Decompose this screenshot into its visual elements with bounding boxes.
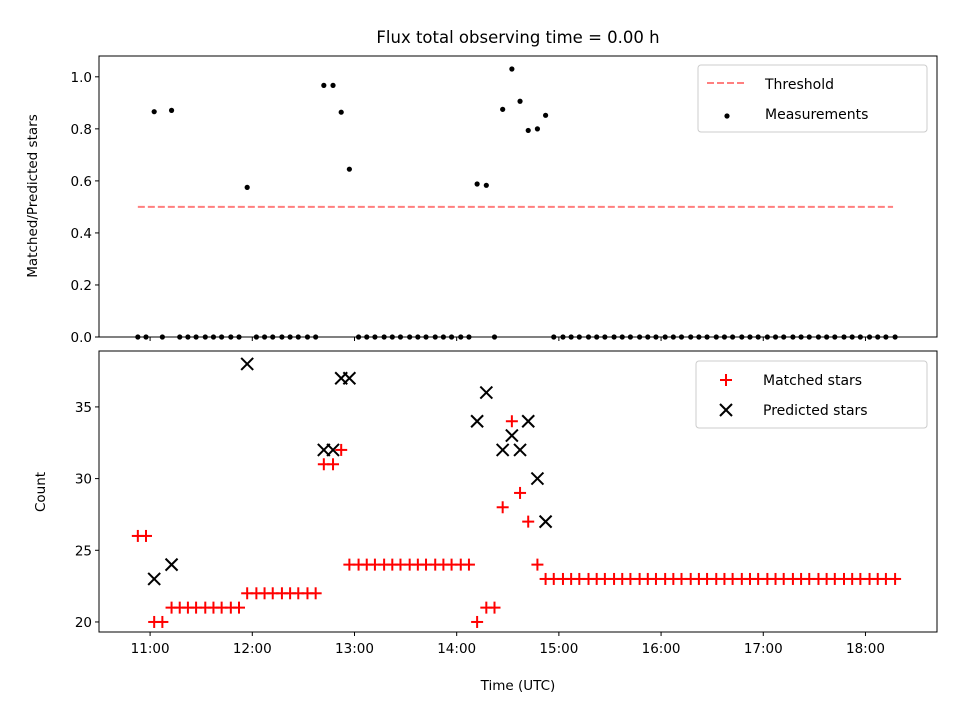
- matched-star-point: [496, 501, 509, 514]
- matched-star-point: [327, 458, 340, 471]
- top-y-tick-label: 0.0: [71, 330, 92, 346]
- predicted-star-point: [530, 471, 545, 486]
- predicted-star-point-b: [470, 414, 484, 428]
- matched-legend-swatch: [720, 374, 732, 386]
- bottom-y-axis-label: Count: [33, 472, 49, 512]
- predicted-star-point-b: [326, 443, 340, 457]
- measurement-point: [168, 107, 175, 113]
- top-chart-title: Flux total observing time = 0.00 h: [376, 28, 659, 47]
- measurement-point: [509, 66, 515, 72]
- predicted-star-point-b: [505, 428, 519, 443]
- matched-star-point: [889, 572, 902, 585]
- matched-star-point: [522, 515, 535, 528]
- predicted-star-point-b: [521, 414, 535, 428]
- predicted-legend-label: Predicted stars: [763, 403, 868, 419]
- top-axes: 0.0 0.2 0.4 0.6 0.8 1.0: [71, 55, 938, 346]
- bottom-x-tick-label: 15:00: [539, 641, 578, 657]
- matched-star-point: [140, 529, 153, 542]
- predicted-star-point: [538, 514, 553, 529]
- predicted-star-point-b: [495, 443, 510, 457]
- predicted-star-point: [521, 414, 535, 428]
- predicted-star-point: [326, 443, 340, 457]
- matched-star-point: [233, 601, 246, 614]
- measurement-point: [338, 109, 344, 115]
- matched-legend-label: Matched stars: [763, 373, 862, 389]
- predicted-star-point: [479, 385, 494, 400]
- top-legend: Threshold Measurements: [697, 64, 928, 133]
- top-y-tick-label: 0.4: [71, 226, 92, 242]
- bottom-y-tick-label: 20: [75, 615, 92, 631]
- matched-star-point: [514, 486, 527, 499]
- measurement-point: [321, 82, 327, 89]
- matched-star-point: [335, 443, 348, 456]
- measurement-point: [474, 181, 480, 187]
- top-y-tick-label: 0.2: [71, 278, 92, 294]
- threshold-legend-label: Threshold: [764, 77, 834, 93]
- matched-star-point: [505, 415, 518, 428]
- predicted-star-point-b: [513, 443, 527, 457]
- bottom-legend: Matched stars Predicted stars: [695, 360, 928, 429]
- predicted-star-point-b: [147, 572, 161, 586]
- top-y-tick-label: 0.8: [71, 122, 92, 138]
- predicted-star-point: [470, 414, 484, 428]
- measurement-point: [534, 126, 541, 132]
- measurements-legend-label: Measurements: [765, 107, 868, 123]
- measurement-point: [330, 82, 336, 89]
- predicted-legend-swatch: [719, 403, 733, 417]
- matched-star-point: [462, 558, 475, 571]
- matched-star-point: [488, 601, 501, 614]
- predicted-star-point-b: [479, 385, 494, 400]
- matched-star-point: [156, 615, 169, 628]
- matched-star-point: [471, 615, 484, 628]
- matched-star-point: [531, 558, 544, 571]
- top-y-axis-label: Matched/Predicted stars: [25, 114, 41, 277]
- measurement-point: [151, 109, 157, 115]
- predicted-star-point-b: [240, 357, 254, 371]
- bottom-plot-frame: [98, 350, 938, 633]
- bottom-x-tick-label: 14:00: [437, 641, 476, 657]
- bottom-y-tick-label: 35: [75, 400, 92, 416]
- measurement-point: [542, 112, 549, 118]
- x-axis-label: Time (UTC): [480, 678, 556, 694]
- measurement-point: [525, 127, 531, 134]
- top-plot-frame: [98, 55, 938, 338]
- predicted-star-point: [342, 371, 357, 385]
- predicted-star-point-b: [530, 471, 545, 486]
- bottom-x-tick-label: 17:00: [744, 641, 783, 657]
- predicted-star-point: [147, 572, 161, 586]
- bottom-x-tick-label: 11:00: [131, 641, 170, 657]
- top-legend-box: [697, 64, 928, 133]
- bottom-y-tick-label: 25: [75, 543, 92, 559]
- predicted-star-point: [495, 443, 510, 457]
- measurement-point: [483, 182, 489, 188]
- bottom-x-tick-label: 16:00: [642, 641, 681, 657]
- bottom-x-tick-label: 18:00: [846, 641, 885, 657]
- predicted-star-point-b: [538, 514, 553, 529]
- predicted-star-point: [164, 557, 179, 572]
- measurement-point: [244, 184, 250, 190]
- bottom-legend-box: [695, 360, 928, 429]
- measurement-point: [346, 166, 352, 172]
- matched-star-point: [309, 587, 322, 600]
- measurement-point: [517, 98, 523, 104]
- top-y-tick-label: 0.6: [71, 174, 92, 190]
- predicted-star-point-b: [164, 557, 179, 572]
- predicted-star-point-b: [342, 371, 357, 385]
- predicted-star-point: [240, 357, 254, 371]
- bottom-x-tick-label: 12:00: [233, 641, 272, 657]
- bottom-x-tick-label: 13:00: [335, 641, 374, 657]
- measurements-legend-swatch: [724, 113, 730, 119]
- measurement-point: [500, 106, 506, 112]
- bottom-axes: 20 25 30 35 11:00 12:00 13:00 14:00 15:00 16:00 17…: [75, 350, 938, 657]
- predicted-star-point: [513, 443, 527, 457]
- predicted-star-point: [505, 428, 519, 443]
- bottom-y-tick-label: 30: [75, 472, 92, 488]
- top-y-tick-label: 1.0: [71, 70, 92, 86]
